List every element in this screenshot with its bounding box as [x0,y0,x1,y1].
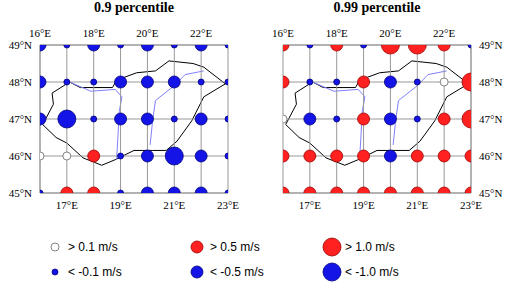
svg-text:48°N: 48°N [479,76,500,88]
svg-text:19°E: 19°E [110,199,132,211]
svg-text:49°N: 49°N [9,39,32,51]
svg-text:16°E: 16°E [29,27,51,39]
svg-text:22°E: 22°E [190,27,212,39]
svg-text:22°E: 22°E [433,27,455,39]
svg-text:19°E: 19°E [353,199,375,211]
svg-text:20°E: 20°E [379,27,401,39]
svg-text:45°N: 45°N [9,187,32,199]
svg-text:23°E: 23°E [460,199,482,211]
svg-text:> 1.0 m/s: > 1.0 m/s [345,240,395,254]
svg-text:47°N: 47°N [9,113,32,125]
svg-text:20°E: 20°E [136,27,158,39]
svg-text:> 0.5 m/s: > 0.5 m/s [210,240,260,254]
svg-text:21°E: 21°E [163,199,185,211]
svg-text:47°N: 47°N [479,113,500,125]
svg-text:17°E: 17°E [299,199,321,211]
svg-text:16°E: 16°E [272,27,294,39]
svg-text:< -0.5 m/s: < -0.5 m/s [210,265,264,279]
svg-text:< -0.1 m/s: < -0.1 m/s [68,265,122,279]
svg-text:18°E: 18°E [326,27,348,39]
svg-text:23°E: 23°E [217,199,239,211]
svg-text:45°N: 45°N [479,187,500,199]
svg-text:< -1.0 m/s: < -1.0 m/s [345,265,399,279]
svg-text:49°N: 49°N [479,39,500,51]
html-text:0.99 percentile: 0.99 percentile [333,0,421,15]
html-text:0.9 percentile: 0.9 percentile [94,0,174,15]
svg-text:17°E: 17°E [56,199,78,211]
svg-text:46°N: 46°N [9,150,32,162]
svg-text:21°E: 21°E [406,199,428,211]
svg-text:> 0.1 m/s: > 0.1 m/s [68,240,118,254]
svg-text:48°N: 48°N [9,76,32,88]
svg-text:18°E: 18°E [83,27,105,39]
svg-text:46°N: 46°N [479,150,500,162]
